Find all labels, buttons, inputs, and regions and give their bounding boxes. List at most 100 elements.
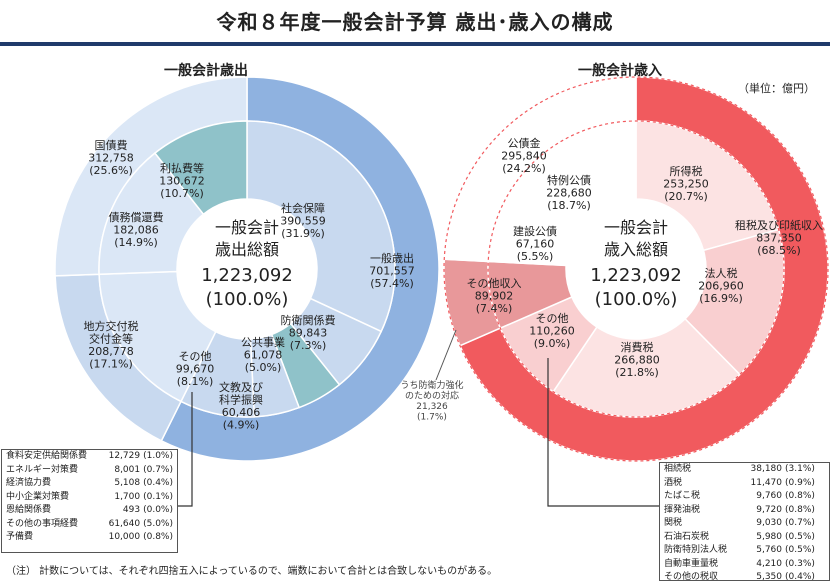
revenue-breakdown-row-value: 5,350 <box>756 572 782 581</box>
expenditure-breakdown-row-percent: (0.8%) <box>143 532 173 542</box>
revenue-breakdown-row: たばこ税 9,760 (0.8%) <box>660 490 829 504</box>
expenditure-breakdown-row-label: 経済協力費 <box>6 478 52 488</box>
expenditure-breakdown-row-label: 恩給関係費 <box>6 505 52 515</box>
revenue-breakdown-row-percent: (0.8%) <box>785 504 815 515</box>
unit-label: （単位：億円） <box>738 82 815 95</box>
expenditure-title: 一般会計歳出 <box>164 63 248 79</box>
expenditure-label-interest: 利払費等 130,672 (10.7%) <box>159 161 205 200</box>
revenue-breakdown-row-label: たばこ税 <box>664 491 701 501</box>
expenditure-breakdown-row-percent: (0.4%) <box>143 478 173 488</box>
revenue-breakdown-row: 関税 9,030 (0.7%) <box>660 517 829 531</box>
revenue-breakdown-row-label: 関税 <box>664 518 683 528</box>
revenue-breakdown-row: 相続税 38,180 (3.1%) <box>660 463 829 477</box>
revenue-breakdown-row-label: 相続税 <box>664 464 692 474</box>
revenue-label-income-tax: 所得税 253,250 (20.7%) <box>663 164 709 203</box>
expenditure-breakdown-row: 中小企業対策費 1,700 (0.1%) <box>2 491 177 505</box>
expenditure-breakdown-row-value: 61,640 <box>108 518 141 529</box>
revenue-label-other-income: その他収入 89,902 (7.4%) <box>467 277 522 315</box>
revenue-breakdown-row-percent: (0.4%) <box>785 572 815 581</box>
expenditure-breakdown-row-percent: (1.0%) <box>143 451 173 461</box>
revenue-bond-inner-outline <box>487 120 785 418</box>
expenditure-breakdown-row-percent: (0.7%) <box>143 464 173 475</box>
revenue-label-corporate-tax: 法人税 206,960 (16.9%) <box>698 266 744 305</box>
revenue-breakdown-row-percent: (0.8%) <box>785 491 815 501</box>
expenditure-label-social: 社会保障 390,559 (31.9%) <box>280 201 326 240</box>
revenue-breakdown-row-value: 9,720 <box>756 504 782 515</box>
revenue-label-deficit-bonds: 特例公債 228,680 (18.7%) <box>546 173 592 212</box>
revenue-breakdown-row: 石油石炭税 5,980 (0.5%) <box>660 531 829 545</box>
revenue-breakdown-row-label: その他の税収 <box>664 572 719 581</box>
expenditure-center-1: 歳出総額 <box>215 240 279 259</box>
revenue-breakdown-row-label: 石油石炭税 <box>664 531 710 542</box>
expenditure-label-public-works: 公共事業 61,078 (5.0%) <box>241 336 285 374</box>
revenue-center-1: 歳入総額 <box>604 240 668 259</box>
revenue-annotation-leader <box>435 329 457 381</box>
revenue-label-bonds: 公債金 295,840 (24.2%) <box>501 136 547 175</box>
expenditure-breakdown-row-value: 493 <box>122 505 141 515</box>
expenditure-breakdown-row-percent: (0.1%) <box>143 491 173 502</box>
revenue-breakdown-row-value: 9,030 <box>756 518 782 528</box>
expenditure-breakdown-row-percent: (0.0%) <box>143 505 173 515</box>
revenue-breakdown-row-value: 5,980 <box>756 531 782 542</box>
expenditure-breakdown-row-label: 中小企業対策費 <box>6 491 70 502</box>
revenue-breakdown-row-value: 9,760 <box>756 491 782 501</box>
expenditure-label-other: その他 99,670 (8.1%) <box>176 350 215 388</box>
expenditure-breakdown-row-label: エネルギー対策費 <box>6 464 79 475</box>
revenue-center-3: (100.0%) <box>595 289 678 310</box>
revenue-breakdown-row-label: 自動車重量税 <box>664 558 719 569</box>
revenue-breakdown-row-label: 酒税 <box>664 477 683 488</box>
expenditure-breakdown-row-value: 8,001 <box>114 464 141 475</box>
revenue-breakdown-row-label: 防衛特別法人税 <box>664 545 728 555</box>
expenditure-breakdown-row-value: 1,700 <box>114 491 141 502</box>
revenue-breakdown-row-percent: (0.5%) <box>785 531 815 542</box>
revenue-breakdown-row-percent: (0.3%) <box>785 558 815 569</box>
revenue-breakdown-row-percent: (0.7%) <box>785 518 815 528</box>
revenue-center-2: 1,223,092 <box>590 265 682 286</box>
expenditure-other-breakdown: 食料安定供給関係費 12,729 (1.0%) エネルギー対策費 8,001 (0.7… <box>1 449 178 553</box>
revenue-other-breakdown: 相続税 38,180 (3.1%) 酒税 11,470 (0.9%) たばこ税 9,760… <box>659 462 830 581</box>
revenue-label-construction-bonds: 建設公債 67,160 (5.5%) <box>513 224 557 263</box>
expenditure-breakdown-row: その他の事項経費 61,640 (5.0%) <box>2 518 177 532</box>
title-rule <box>0 42 830 46</box>
expenditure-breakdown-row-value: 10,000 <box>108 532 141 542</box>
revenue-other-leader <box>547 358 659 507</box>
revenue-breakdown-row-value: 38,180 <box>750 464 783 474</box>
expenditure-breakdown-row-label: 予備費 <box>6 532 34 542</box>
revenue-breakdown-row-percent: (0.9%) <box>785 477 815 488</box>
expenditure-breakdown-row: エネルギー対策費 8,001 (0.7%) <box>2 464 177 478</box>
revenue-breakdown-row-value: 11,470 <box>750 477 783 488</box>
expenditure-center-3: (100.0%) <box>206 289 289 310</box>
expenditure-label-defense: 防衛関係費 89,843 (7.3%) <box>281 313 336 352</box>
expenditure-label-debt-service: 国債費 312,758 (25.6%) <box>88 138 134 177</box>
revenue-breakdown-row: その他の税収 5,350 (0.4%) <box>660 571 829 581</box>
revenue-label-tax: 租税及び印紙収入 837,350 (68.5%) <box>735 218 823 257</box>
expenditure-breakdown-row-value: 12,729 <box>108 451 141 461</box>
expenditure-breakdown-row: 経済協力費 5,108 (0.4%) <box>2 477 177 491</box>
expenditure-breakdown-row: 恩給関係費 493 (0.0%) <box>2 504 177 518</box>
revenue-bond-outline <box>443 76 829 462</box>
revenue-breakdown-row-percent: (3.1%) <box>785 464 815 474</box>
revenue-breakdown-row: 揮発油税 9,720 (0.8%) <box>660 504 829 518</box>
expenditure-label-local-tax: 地方交付税交付金等 208,778 (17.1%) <box>84 319 139 371</box>
expenditure-center-hole <box>177 199 317 339</box>
expenditure-breakdown-row-label: 食料安定供給関係費 <box>6 451 88 461</box>
expenditure-label-general: 一般歳出 701,557 (57.4%) <box>369 251 415 290</box>
expenditure-breakdown-row: 食料安定供給関係費 12,729 (1.0%) <box>2 450 177 464</box>
revenue-annotation-defense: うち防衛力強化のための対応 21,326 (1.7%) <box>400 379 463 423</box>
revenue-breakdown-row-percent: (0.5%) <box>785 545 815 555</box>
revenue-title: 一般会計歳入 <box>578 63 662 79</box>
expenditure-breakdown-row-percent: (5.0%) <box>143 518 173 529</box>
revenue-breakdown-row-value: 5,760 <box>756 545 782 555</box>
footnote: （注） 計数については、それぞれ四捨五入によっているので、端数において合計とは合… <box>6 566 498 577</box>
revenue-breakdown-row: 酒税 11,470 (0.9%) <box>660 477 829 491</box>
revenue-breakdown-row: 防衛特別法人税 5,760 (0.5%) <box>660 544 829 558</box>
expenditure-center-0: 一般会計 <box>215 218 279 237</box>
page-title: 令和８年度一般会計予算 歳出･歳入の構成 <box>216 10 614 34</box>
revenue-breakdown-row: 自動車重量税 4,210 (0.3%) <box>660 558 829 572</box>
expenditure-other-leader <box>177 392 193 507</box>
revenue-label-consumption-tax: 消費税 266,880 (21.8%) <box>614 340 660 379</box>
expenditure-breakdown-row-value: 5,108 <box>114 478 141 488</box>
expenditure-label-education: 文教及び科学振興 60,406 (4.9%) <box>219 380 263 432</box>
revenue-center-0: 一般会計 <box>604 218 668 237</box>
